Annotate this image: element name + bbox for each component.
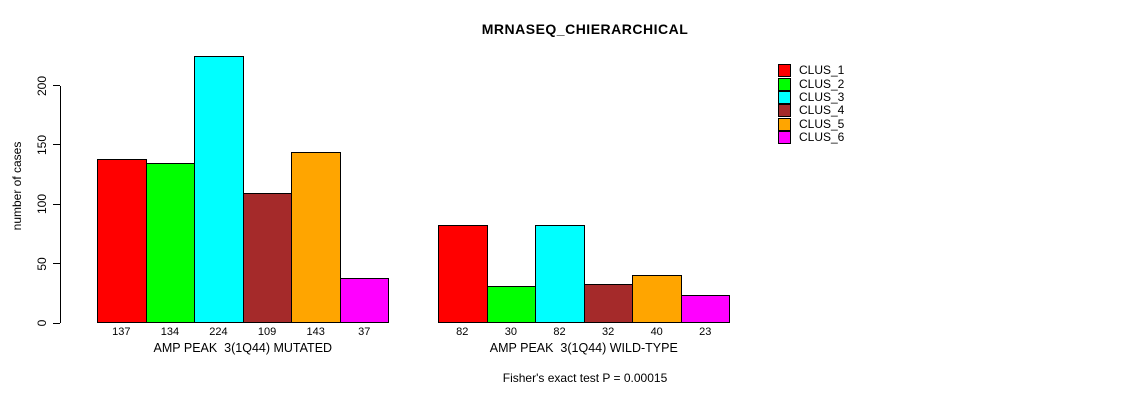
footnote: Fisher's exact test P = 0.00015	[502, 371, 668, 385]
y-axis-tick-label: 150	[35, 134, 49, 155]
bar	[291, 152, 341, 323]
y-axis-tick-label: 0	[35, 319, 49, 327]
legend-swatch	[778, 131, 791, 145]
legend-label: CLUS_6	[799, 130, 845, 145]
bar	[242, 192, 293, 323]
legend-label: CLUS_4	[799, 103, 845, 118]
bar	[632, 274, 682, 323]
bar	[340, 278, 389, 323]
bar-value-label: 109	[257, 326, 277, 338]
legend-item: CLUS_6	[778, 130, 845, 145]
group-label: AMP PEAK 3(1Q44) MUTATED	[153, 341, 333, 355]
bar-value-label: 23	[699, 326, 712, 338]
bar-value-label: 134	[160, 326, 180, 338]
bar	[194, 56, 244, 323]
y-axis-tick	[52, 203, 60, 205]
legend-swatch	[778, 104, 791, 118]
legend-swatch	[778, 90, 791, 104]
bar-value-label: 143	[306, 326, 325, 338]
bar-value-label: 30	[504, 326, 518, 338]
legend-item: CLUS_1	[778, 63, 845, 78]
legend-item: CLUS_5	[778, 116, 845, 131]
bar	[681, 294, 730, 323]
legend-label: CLUS_1	[799, 63, 845, 78]
bar-value-label: 32	[601, 326, 615, 338]
bar	[145, 162, 196, 323]
y-axis-tick-label: 200	[35, 75, 49, 96]
bar-value-label: 137	[112, 326, 131, 338]
y-axis-tick-label: 100	[35, 194, 49, 215]
y-axis-tick	[52, 322, 60, 324]
bar	[535, 224, 585, 323]
y-axis-spine	[59, 85, 61, 323]
legend-label: CLUS_2	[799, 76, 845, 91]
legend-swatch	[778, 117, 791, 131]
legend-label: CLUS_5	[799, 116, 845, 131]
bar	[97, 159, 147, 323]
y-axis-label: number of cases	[10, 141, 24, 231]
y-axis-tick-label: 50	[35, 256, 49, 271]
bar-value-label: 82	[456, 326, 469, 338]
bar	[438, 224, 488, 323]
bar	[486, 286, 537, 323]
legend-item: CLUS_4	[778, 103, 845, 118]
legend-item: CLUS_2	[778, 76, 845, 91]
group-label: AMP PEAK 3(1Q44) WILD-TYPE	[489, 341, 678, 355]
bar	[583, 284, 634, 323]
legend-item: CLUS_3	[778, 89, 845, 104]
y-axis-tick	[52, 144, 60, 146]
chart-title: MRNASEQ_CHIERARCHICAL	[481, 21, 689, 37]
legend-swatch	[778, 77, 791, 91]
y-axis-tick	[52, 85, 60, 86]
bar-value-label: 224	[209, 326, 228, 338]
bar-value-label: 82	[553, 326, 566, 338]
legend: CLUS_1 CLUS_2 CLUS_3 CLUS_4 CLUS_5 CLUS_6	[778, 63, 845, 145]
bar-value-label: 37	[358, 326, 371, 338]
legend-label: CLUS_3	[799, 89, 845, 104]
bar-value-label: 40	[650, 326, 663, 338]
legend-swatch	[778, 64, 791, 78]
y-axis-tick	[52, 263, 60, 265]
